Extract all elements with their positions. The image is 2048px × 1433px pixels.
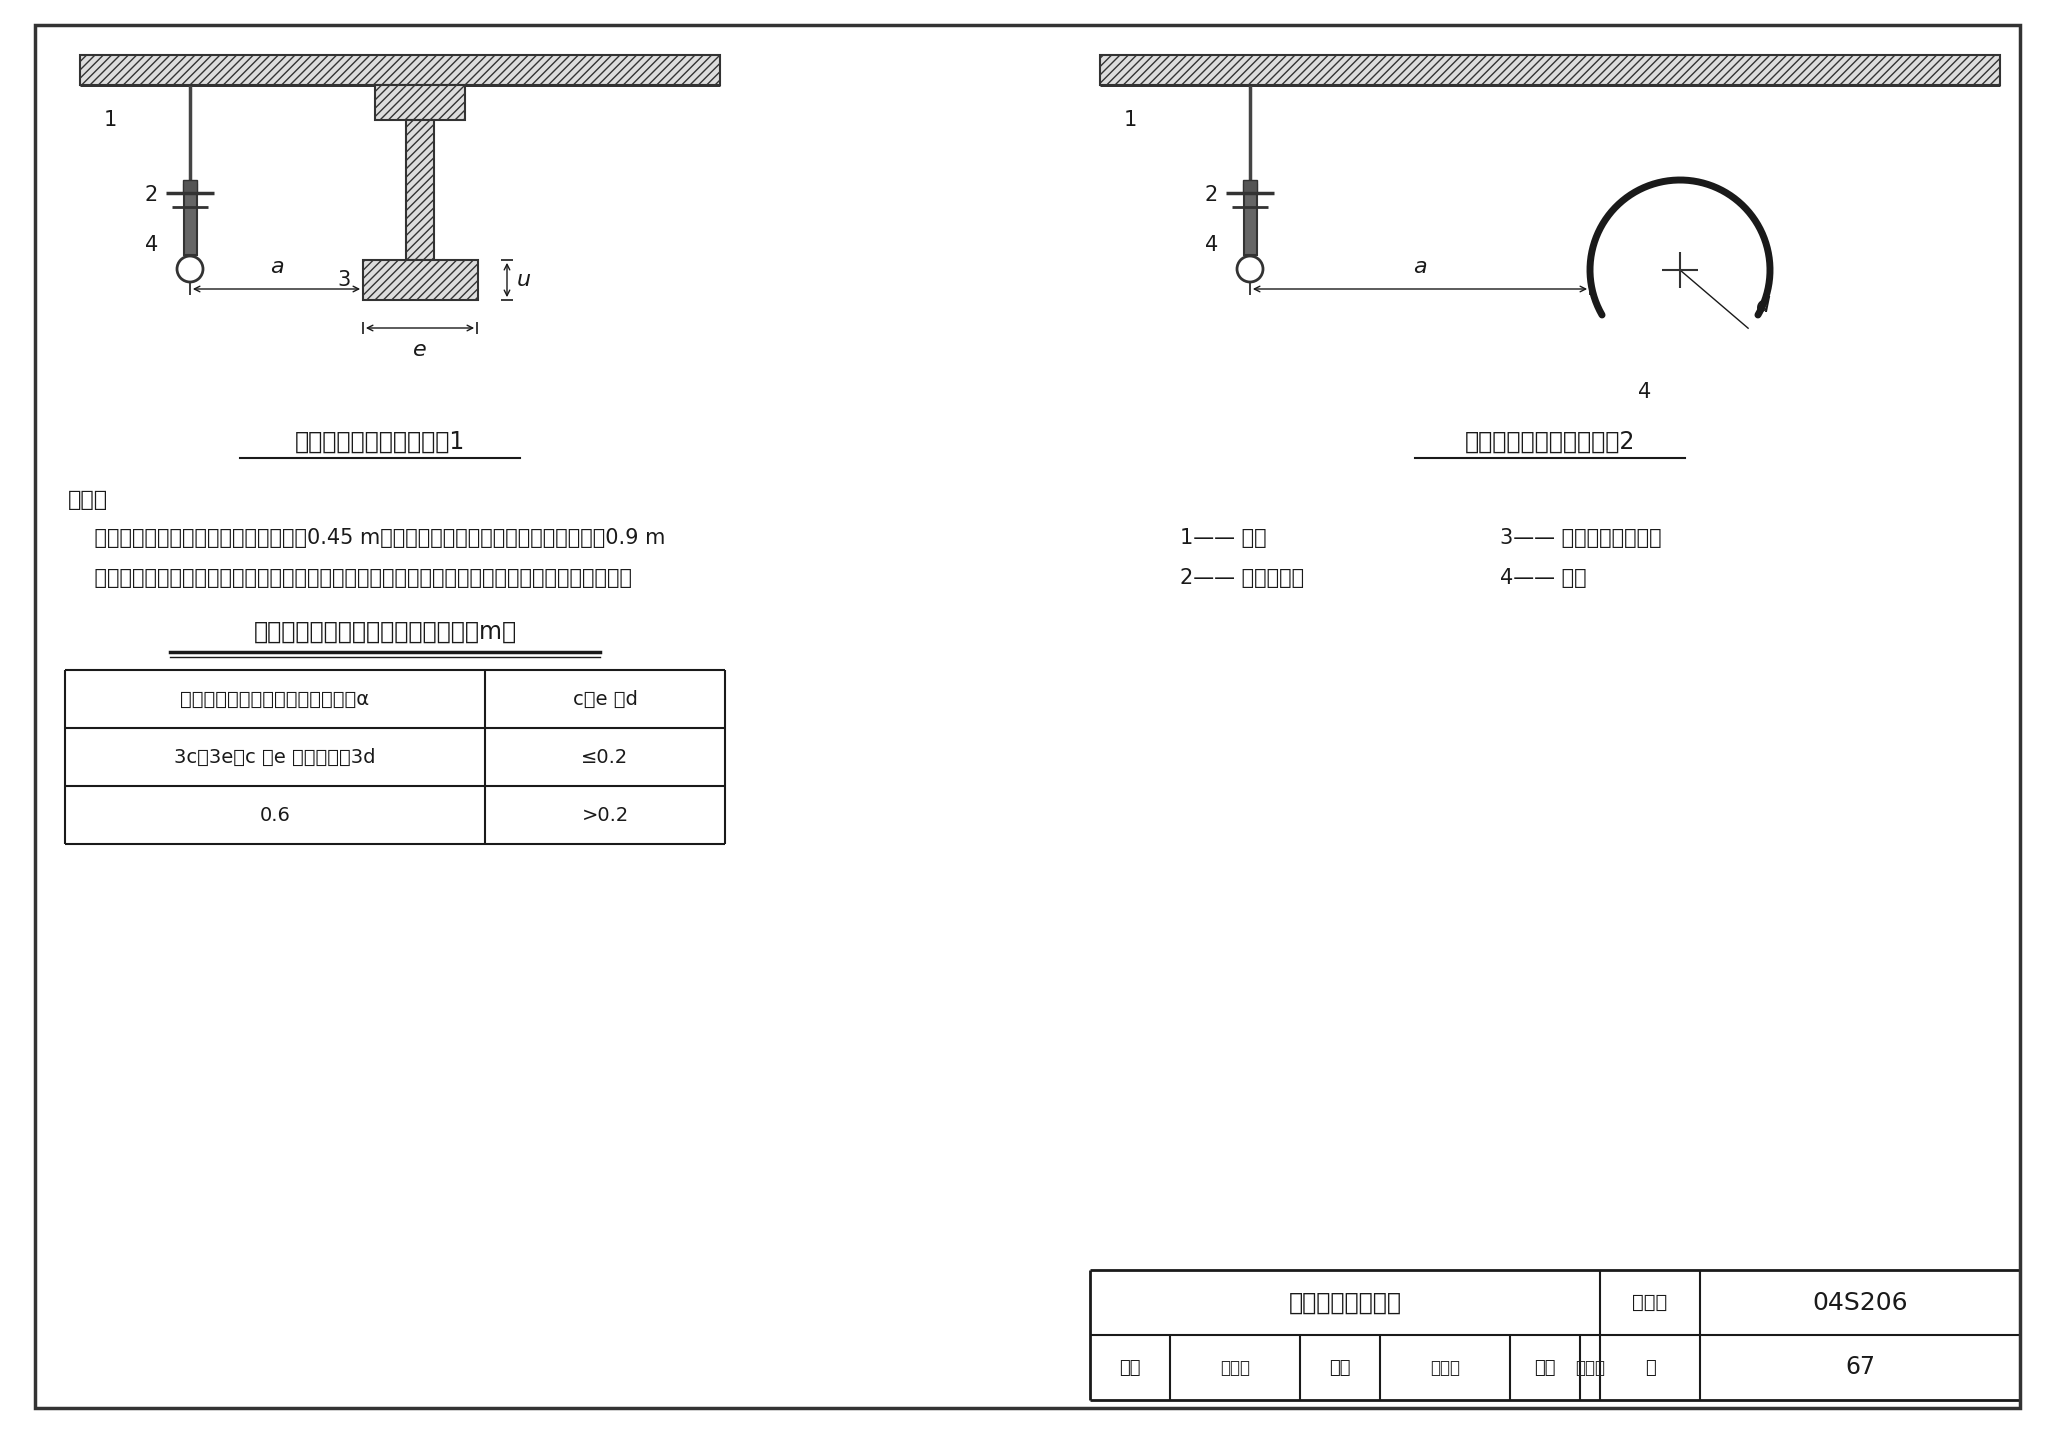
Text: 0.6: 0.6: [260, 805, 291, 824]
Text: 2: 2: [1204, 185, 1219, 205]
Text: 刘化中: 刘化中: [1221, 1358, 1249, 1377]
Text: a: a: [270, 257, 283, 277]
Polygon shape: [406, 120, 434, 259]
Text: 4—— 管道: 4—— 管道: [1499, 567, 1587, 588]
Text: 喷头与邻近障碍物关系图2: 喷头与邻近障碍物关系图2: [1464, 430, 1634, 454]
Text: 1—— 顶板: 1—— 顶板: [1180, 527, 1266, 547]
Text: 1: 1: [102, 110, 117, 130]
Polygon shape: [80, 54, 721, 85]
Text: 3: 3: [338, 269, 350, 289]
Text: ≤0.2: ≤0.2: [582, 748, 629, 767]
Polygon shape: [362, 259, 477, 299]
Text: 页: 页: [1645, 1358, 1655, 1377]
Polygon shape: [375, 85, 465, 120]
Text: 67: 67: [1845, 1356, 1876, 1380]
Text: e: e: [414, 340, 426, 360]
Text: 2—— 直立型喷头: 2—— 直立型喷头: [1180, 567, 1305, 588]
Text: a: a: [1413, 257, 1427, 277]
Text: 校对: 校对: [1329, 1358, 1352, 1377]
Text: 喷头与邻近障碍物的最小水平距离α: 喷头与邻近障碍物的最小水平距离α: [180, 689, 369, 708]
Polygon shape: [1100, 54, 2001, 85]
Text: 审核: 审核: [1120, 1358, 1141, 1377]
Text: 设计: 设计: [1534, 1358, 1556, 1377]
Text: 高义化: 高义化: [1575, 1358, 1606, 1377]
Text: 直立型、下垂型标准喷头的溅水盘以下0.45 m，其他直立型、下垂型喷头的溅水盘以下0.9 m: 直立型、下垂型标准喷头的溅水盘以下0.45 m，其他直立型、下垂型喷头的溅水盘以…: [68, 527, 666, 547]
Text: 范围内，如有屋架等间断障碍物或管道时，喷头与邻近障碍物的最小水平距离宜符合下表的规定：: 范围内，如有屋架等间断障碍物或管道时，喷头与邻近障碍物的最小水平距离宜符合下表的…: [68, 567, 633, 588]
Bar: [184, 185, 197, 255]
Bar: [1243, 181, 1257, 192]
Text: 说明：: 说明：: [68, 490, 109, 510]
Text: c、e 或d: c、e 或d: [573, 689, 637, 708]
Text: 图集号: 图集号: [1632, 1293, 1667, 1313]
Text: 喷头的布置示意图: 喷头的布置示意图: [1288, 1291, 1401, 1314]
Text: 1: 1: [1124, 110, 1137, 130]
Text: 喷头与邻近障碍物关系图1: 喷头与邻近障碍物关系图1: [295, 430, 465, 454]
Text: 乙西纲: 乙西纲: [1430, 1358, 1460, 1377]
Text: >0.2: >0.2: [582, 805, 629, 824]
Text: 3—— 屋架等间断障碍物: 3—— 屋架等间断障碍物: [1499, 527, 1661, 547]
Text: 喷头与邻近障碍物的最小水平距离（m）: 喷头与邻近障碍物的最小水平距离（m）: [254, 620, 516, 643]
Text: 4: 4: [1204, 235, 1219, 255]
Text: 4: 4: [145, 235, 158, 255]
Text: u: u: [516, 269, 530, 289]
Text: 4: 4: [1638, 383, 1651, 403]
Text: 2: 2: [145, 185, 158, 205]
Bar: [182, 181, 197, 192]
Text: 04S206: 04S206: [1812, 1291, 1909, 1314]
Bar: [1243, 185, 1257, 255]
Text: 3c、3e（c 与e 取大值）或3d: 3c、3e（c 与e 取大值）或3d: [174, 748, 375, 767]
Text: d: d: [1755, 295, 1769, 315]
